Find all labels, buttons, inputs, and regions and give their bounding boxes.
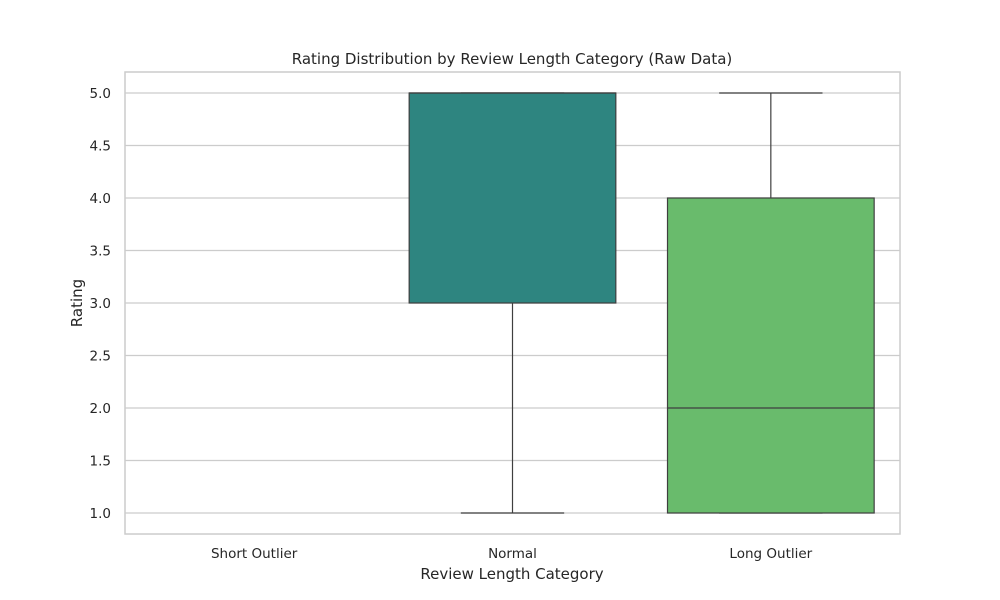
x-axis-label: Review Length Category bbox=[420, 565, 603, 583]
box-long-outlier bbox=[666, 92, 875, 514]
box-normal bbox=[408, 92, 617, 514]
box-plot-series bbox=[408, 92, 875, 514]
y-tick-label: 4.0 bbox=[90, 191, 111, 207]
y-tick-label: 1.5 bbox=[90, 454, 111, 470]
x-tick-label: Long Outlier bbox=[729, 546, 812, 562]
y-tick-label: 2.0 bbox=[90, 401, 111, 417]
y-tick-label: 3.5 bbox=[90, 244, 111, 260]
y-tick-label: 2.5 bbox=[90, 349, 111, 365]
plot-frame bbox=[124, 71, 901, 535]
y-tick-label: 5.0 bbox=[90, 86, 111, 102]
x-tick-label: Normal bbox=[488, 546, 537, 562]
iqr-box bbox=[666, 197, 875, 514]
x-tick-label: Short Outlier bbox=[211, 546, 298, 562]
y-tick-label: 1.0 bbox=[90, 506, 111, 522]
x-axis-ticks: Short Outlier Normal Long Outlier bbox=[211, 546, 813, 562]
y-tick-label: 4.5 bbox=[90, 139, 111, 155]
y-axis-label: Rating bbox=[68, 279, 86, 327]
y-tick-label: 3.0 bbox=[90, 296, 111, 312]
iqr-box bbox=[408, 92, 617, 304]
y-axis-ticks: 1.0 1.5 2.0 2.5 3.0 3.5 4.0 4.5 5.0 bbox=[90, 86, 111, 522]
chart-title: Rating Distribution by Review Length Cat… bbox=[292, 50, 733, 68]
